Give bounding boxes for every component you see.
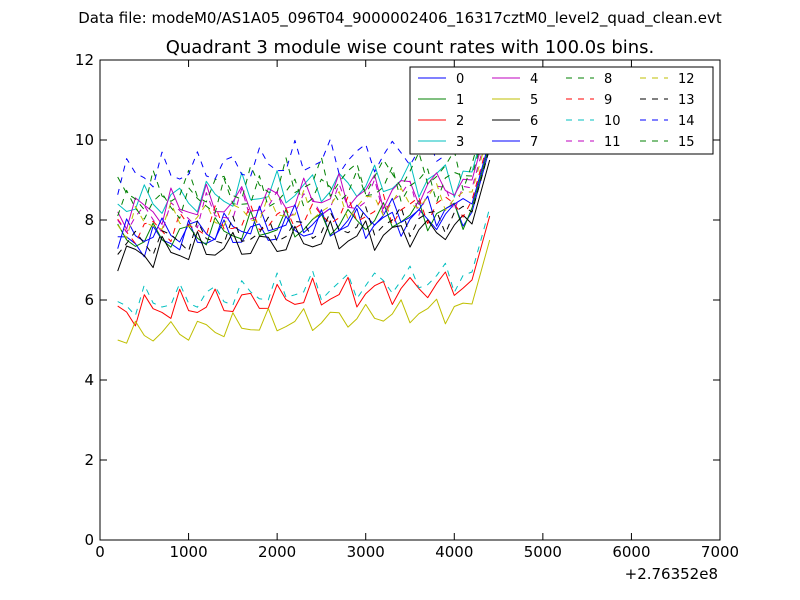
series-line-0 [117,147,491,258]
legend-label-5: 5 [530,93,538,108]
x-tick-label: 3000 [347,543,385,561]
legend-label-12: 12 [678,72,695,87]
x-tick-label: 2000 [258,543,296,561]
chart-title: Quadrant 3 module wise count rates with … [166,37,655,58]
series-line-14 [117,79,491,195]
legend-label-2: 2 [456,114,464,129]
series-line-10 [117,207,491,317]
y-tick-label: 4 [84,371,94,389]
series-group [117,79,491,344]
series-line-6 [117,159,491,272]
x-tick-label: 7000 [701,543,739,561]
y-tick-label: 10 [75,131,94,149]
series-line-7 [117,139,491,249]
series-line-15 [117,111,491,220]
legend-label-15: 15 [678,135,695,150]
x-axis: 0 1000 2000 3000 4000 5000 6000 7000 [95,60,739,561]
series-line-12 [117,127,491,239]
y-tick-label: 6 [84,291,94,309]
series-line-11 [117,123,491,233]
y-tick-label: 8 [84,211,94,229]
x-tick-label: 6000 [612,543,650,561]
legend-label-9: 9 [604,93,612,108]
series-line-2 [117,215,491,327]
legend-label-6: 6 [530,114,538,129]
legend-label-14: 14 [678,114,695,129]
series-line-1 [117,143,491,248]
series-line-8 [117,99,491,211]
x-tick-label: 4000 [435,543,473,561]
y-tick-label: 2 [84,451,94,469]
legend-label-8: 8 [604,72,612,87]
legend-label-7: 7 [530,135,538,150]
legend-label-10: 10 [604,114,621,129]
series-line-5 [117,239,491,344]
y-tick-label: 12 [75,51,94,69]
legend-label-4: 4 [530,72,538,87]
series-line-3 [117,107,491,214]
legend-label-11: 11 [604,135,621,150]
y-tick-label: 0 [84,531,94,549]
series-line-9 [117,135,491,244]
x-tick-label: 1000 [169,543,207,561]
legend-label-13: 13 [678,93,695,108]
chart-suptitle: Data file: modeM0/AS1A05_096T04_90000024… [78,9,722,28]
legend-box [409,66,714,155]
legend-label-1: 1 [456,93,464,108]
legend-label-0: 0 [456,72,464,87]
legend-label-3: 3 [456,135,464,150]
x-tick-label: 5000 [524,543,562,561]
x-offset-label: +2.76352e8 [625,565,718,583]
x-tick-label: 0 [95,543,105,561]
